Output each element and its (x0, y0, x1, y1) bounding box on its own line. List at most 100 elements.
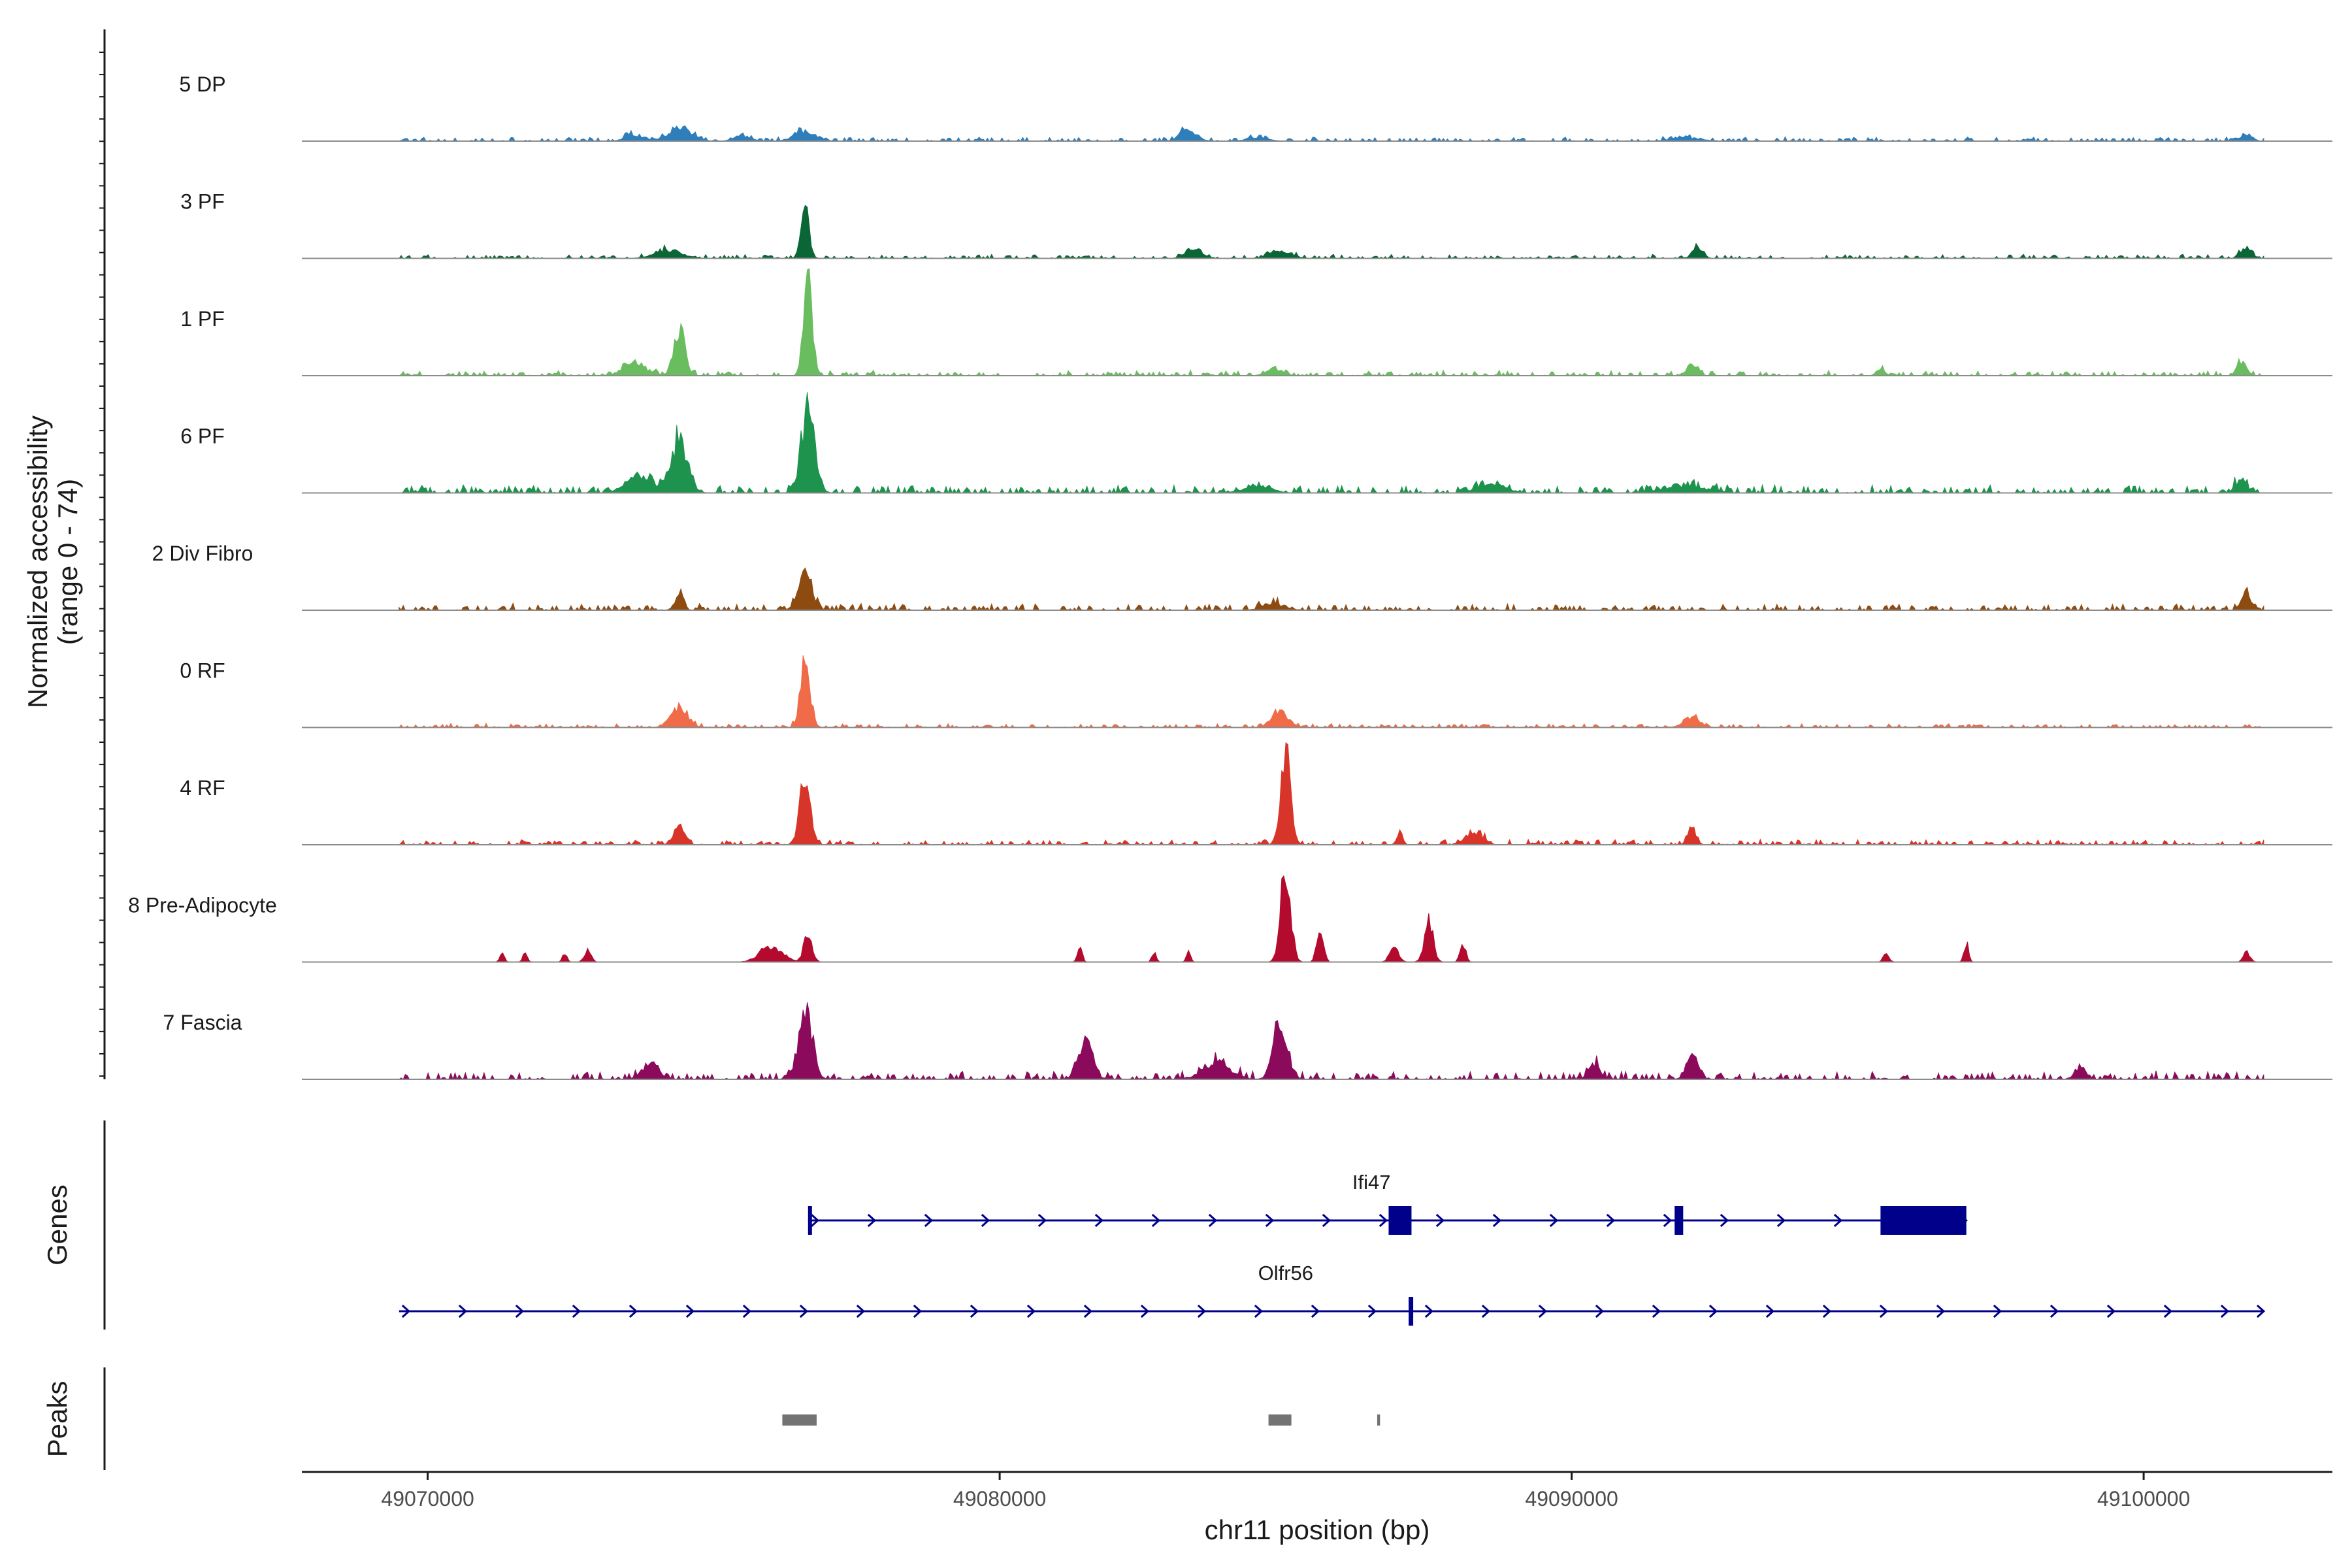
strand-arrow (458, 1304, 468, 1318)
coverage-track: 3 PF (180, 190, 2332, 259)
track-label: 2 Div Fibro (152, 542, 253, 565)
gene-model: Ifi47 (808, 1171, 1968, 1235)
strand-arrow (1083, 1304, 1093, 1318)
coverage-track: 6 PF (180, 392, 2332, 495)
y-axis-title: Normalized accessibility (range 0 - 74) (22, 416, 83, 708)
strand-arrow (1822, 1304, 1832, 1318)
coverage-y-axis (99, 29, 106, 1079)
strand-arrow (1094, 1213, 1104, 1228)
track-label: 0 RF (180, 659, 225, 683)
strand-arrow (629, 1304, 638, 1318)
gene-exon (1409, 1297, 1414, 1326)
coverage-tracks: 5 DP 3 PF 1 PF 6 PF 2 Div Fibro 0 RF 4 RF 8 Pre… (128, 73, 2332, 1081)
coverage-area (398, 742, 2264, 846)
coverage-area (398, 655, 2264, 728)
track-label: 6 PF (180, 425, 225, 448)
peaks-panel-title: Peaks (42, 1381, 73, 1458)
strand-arrow (1322, 1213, 1331, 1228)
coverage-area (399, 567, 2264, 612)
peak-region (782, 1414, 817, 1426)
strand-arrow (685, 1304, 695, 1318)
coverage-track: 2 Div Fibro (152, 542, 2332, 612)
strand-arrow (1606, 1213, 1616, 1228)
strand-arrow (1936, 1304, 1946, 1318)
strand-arrow (799, 1304, 809, 1318)
gene-exon (1880, 1206, 1967, 1235)
gene-exon (808, 1206, 812, 1235)
strand-arrow (2163, 1304, 2173, 1318)
strand-arrow (1492, 1213, 1502, 1228)
strand-arrow (1379, 1213, 1388, 1228)
strand-arrow (2220, 1304, 2230, 1318)
gene-models: Ifi47 Olfr56 (399, 1171, 2266, 1326)
strand-arrow (867, 1213, 877, 1228)
coverage-track: 4 RF (180, 742, 2332, 846)
strand-arrow (1720, 1213, 1729, 1228)
coverage-track: 1 PF (180, 268, 2332, 377)
track-label: 1 PF (180, 307, 225, 331)
coverage-area (398, 1002, 2264, 1081)
strand-arrow (1776, 1213, 1786, 1228)
gene-label: Olfr56 (1258, 1262, 1313, 1284)
strand-arrow (1708, 1304, 1718, 1318)
gene-label: Ifi47 (1352, 1171, 1391, 1194)
gene-model: Olfr56 (399, 1262, 2266, 1326)
strand-arrow (1435, 1213, 1445, 1228)
coverage-track: 5 DP (179, 73, 2332, 142)
track-label: 4 RF (180, 776, 225, 800)
strand-arrow (1424, 1304, 1434, 1318)
strand-arrow (1663, 1213, 1673, 1228)
strand-arrow (1026, 1304, 1036, 1318)
strand-arrow (1549, 1213, 1559, 1228)
coverage-area (399, 875, 2264, 962)
strand-arrow (1254, 1304, 1264, 1318)
strand-arrow (2106, 1304, 2116, 1318)
track-label: 8 Pre-Adipocyte (128, 894, 277, 917)
gene-exon (1388, 1206, 1412, 1235)
x-tick-label: 49070000 (381, 1487, 474, 1511)
y-axis-label: Normalized accessibility (22, 416, 53, 708)
y-axis-range-label: (range 0 - 74) (52, 479, 83, 645)
strand-arrow (1265, 1213, 1275, 1228)
strand-arrow (1833, 1213, 1843, 1228)
coverage-track: 8 Pre-Adipocyte (128, 875, 2332, 963)
peak-region (1268, 1414, 1292, 1426)
strand-arrow (742, 1304, 752, 1318)
strand-arrow (572, 1304, 581, 1318)
strand-arrow (1367, 1304, 1377, 1318)
strand-arrow (401, 1304, 411, 1318)
coverage-area (399, 392, 2264, 495)
gene-exon (1674, 1206, 1684, 1235)
x-tick-label: 49100000 (2097, 1487, 2190, 1511)
strand-arrow (1481, 1304, 1491, 1318)
strand-arrow (515, 1304, 525, 1318)
coverage-track: 0 RF (180, 655, 2332, 728)
genes-panel: Genes Ifi47 Olfr56 (42, 1120, 2266, 1330)
strand-arrow (1140, 1304, 1150, 1318)
peaks-panel: Peaks (42, 1367, 1380, 1470)
strand-arrow (1595, 1304, 1605, 1318)
strand-arrow (2050, 1304, 2059, 1318)
strand-arrow (970, 1304, 979, 1318)
strand-arrow (1037, 1213, 1047, 1228)
strand-arrow (1208, 1213, 1218, 1228)
strand-arrow (1993, 1304, 2002, 1318)
strand-arrow (1311, 1304, 1320, 1318)
peak-regions (782, 1414, 1380, 1426)
strand-arrow (913, 1304, 923, 1318)
coverage-area (398, 268, 2264, 377)
coverage-track: 7 Fascia (163, 1002, 2332, 1081)
strand-arrow (1765, 1304, 1775, 1318)
coverage-area (399, 125, 2264, 142)
track-label: 5 DP (179, 73, 225, 96)
strand-arrow (1879, 1304, 1889, 1318)
strand-arrow (810, 1213, 820, 1228)
track-label: 7 Fascia (163, 1011, 242, 1034)
strand-arrow (981, 1213, 990, 1228)
coverage-area (398, 204, 2264, 259)
peak-region (1377, 1414, 1380, 1426)
x-axis-title: chr11 position (bp) (1205, 1514, 1430, 1545)
strand-arrow (924, 1213, 934, 1228)
x-axis: 49070000 49080000 49090000 49100000 (302, 1471, 2332, 1511)
